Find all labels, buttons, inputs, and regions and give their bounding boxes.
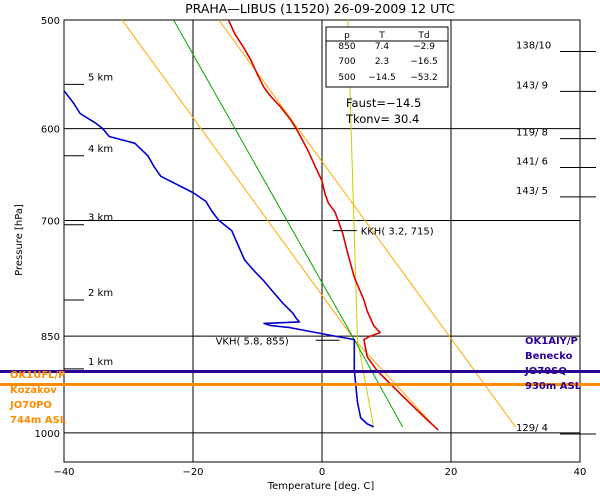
table-cell: 7.4 (375, 42, 390, 52)
station-left-line: JO70PO (9, 400, 52, 411)
chart-title: PRAHA—LIBUS (11520) 26-09-2009 12 UTC (185, 1, 455, 16)
y-tick-label: 700 (41, 216, 60, 227)
table-cell: −14.5 (368, 73, 396, 83)
station-right-line: 930m ASL (525, 381, 582, 392)
x-tick-label: 0 (319, 467, 325, 478)
wind-label: 143/ 5 (516, 186, 548, 197)
x-tick-label: 20 (445, 467, 458, 478)
height-label: 1 km (88, 357, 113, 368)
plot-frame (63, 19, 581, 463)
station-left-line: Kozákov (10, 384, 57, 396)
station-left-line: 744m ASL (10, 415, 67, 426)
y-tick-label: 850 (41, 332, 60, 343)
data-table-box (325, 26, 449, 88)
series-line-td (64, 90, 374, 428)
station-left-line: OK1UFL/P (10, 370, 66, 381)
level-annotation: KKH( 3.2, 715) (361, 227, 434, 238)
x-tick-label: −20 (182, 467, 203, 478)
table-cell: 500 (338, 73, 355, 83)
table-cell: 850 (338, 42, 355, 52)
x-tick-label: −40 (53, 467, 74, 478)
y-axis-label: Pressure [hPa] (14, 204, 25, 276)
table-cell: −53.2 (410, 73, 438, 83)
level-annotation: VKH( 5.8, 855) (216, 336, 289, 347)
height-label: 4 km (88, 144, 113, 155)
wind-label: 138/10 (516, 41, 551, 52)
station-right-line: OK1AIY/P (525, 336, 578, 347)
table-cell: 700 (338, 57, 355, 67)
height-label: 5 km (88, 72, 113, 83)
wind-label: 129/ 4 (516, 423, 548, 434)
table-cell: 2.3 (375, 57, 389, 67)
series-line-mixing-ratio (347, 20, 375, 427)
tkonv-index: Tkonv= 30.4 (345, 112, 419, 126)
series-line-dry-adiabat-2 (218, 20, 516, 428)
y-tick-label: 1000 (35, 429, 60, 440)
height-label: 3 km (88, 213, 113, 224)
x-axis-label: Temperature [deg. C] (267, 481, 375, 492)
wind-label: 143/ 9 (516, 80, 548, 91)
x-tick-label: 40 (574, 467, 587, 478)
table-header-td: Td (417, 31, 429, 41)
table-cell: −2.9 (413, 42, 435, 52)
faust-index: Faust=−14.5 (346, 96, 421, 110)
wind-label: 119/ 8 (516, 128, 548, 139)
station-right-line: JO70SQ (524, 366, 567, 377)
y-tick-label: 500 (41, 16, 60, 27)
table-header-p: p (344, 31, 350, 41)
table-cell: −16.5 (410, 57, 438, 67)
table-header-t: T (378, 31, 385, 41)
wind-label: 141/ 6 (516, 157, 548, 168)
series-line-t (227, 20, 439, 431)
station-right-line: Benecko (525, 351, 573, 362)
series-group (64, 20, 516, 431)
y-tick-label: 600 (41, 125, 60, 136)
height-label: 2 km (88, 288, 113, 299)
